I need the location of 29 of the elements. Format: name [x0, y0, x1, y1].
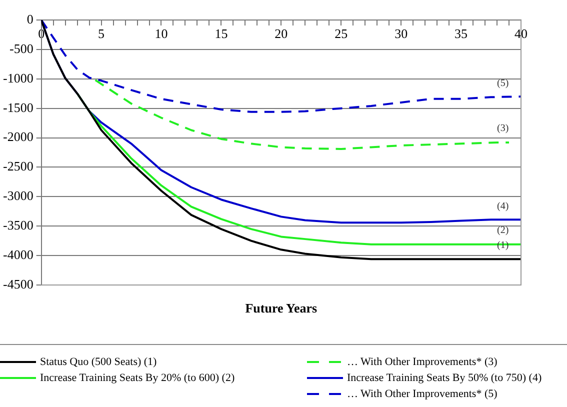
y-tick-label: -2500 — [2, 158, 34, 174]
legend-label: Status Quo (500 Seats) (1) — [40, 356, 157, 368]
legend-label: … With Other Improvements* (3) — [347, 356, 498, 368]
x-tick-label: 35 — [454, 26, 468, 42]
y-tick-label: -4500 — [2, 276, 34, 292]
x-tick-label: 15 — [214, 26, 228, 42]
line-series — [94, 79, 510, 150]
x-axis-title: Future Years — [245, 300, 318, 316]
y-tick-label: -1500 — [2, 100, 34, 115]
y-tick-label: -2000 — [2, 129, 34, 144]
y-tick-label: 0 — [26, 11, 34, 26]
y-tick-label: -3500 — [2, 218, 34, 233]
x-tick-label: 10 — [154, 26, 168, 42]
x-tick-label: 25 — [334, 26, 348, 42]
y-tick-label: -3000 — [2, 188, 34, 204]
legend-label: Increase Training Seats By 20% (to 600) (2) — [40, 372, 235, 384]
annotation: (2) — [497, 225, 509, 238]
legend-label: … With Other Improvements* (5) — [347, 388, 498, 400]
y-tick-label: -4000 — [2, 246, 34, 262]
x-tick-label: 30 — [394, 26, 408, 42]
x-tick-label: 20 — [274, 26, 288, 42]
y-tick-label: -1000 — [2, 70, 34, 86]
annotation: (4) — [497, 200, 509, 213]
y-tick-label: -500 — [9, 40, 34, 56]
annotation: (3) — [497, 123, 509, 136]
legend-label: Increase Training Seats By 50% (to 750) (4) — [347, 372, 542, 384]
x-tick-label: 5 — [98, 26, 105, 42]
annotation: (5) — [497, 78, 509, 90]
x-tick-label: 40 — [514, 26, 528, 42]
